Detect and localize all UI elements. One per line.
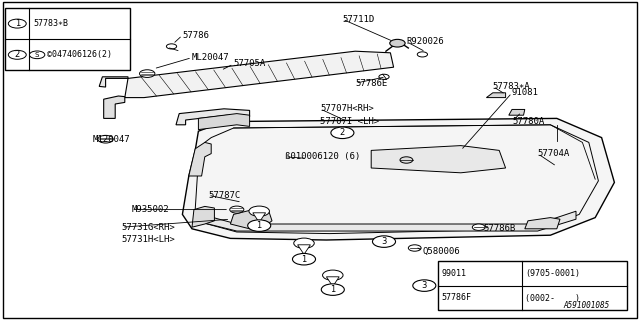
Text: ©047406126(2): ©047406126(2)	[47, 50, 112, 59]
Text: 57783∗A: 57783∗A	[493, 82, 531, 91]
Text: 3: 3	[422, 281, 427, 290]
Polygon shape	[176, 109, 250, 125]
Polygon shape	[104, 96, 125, 118]
Text: 57711D: 57711D	[342, 15, 374, 24]
Text: (0002-    ): (0002- )	[525, 293, 580, 302]
Bar	[438, 261, 627, 310]
Circle shape	[472, 224, 485, 230]
Circle shape	[390, 39, 405, 47]
Polygon shape	[99, 77, 128, 87]
Text: M935002: M935002	[131, 205, 169, 214]
Text: M120047: M120047	[93, 135, 131, 144]
Circle shape	[166, 44, 177, 49]
Polygon shape	[125, 51, 394, 98]
Bar	[5, 8, 130, 70]
Text: 91081: 91081	[512, 88, 539, 97]
Circle shape	[321, 284, 344, 295]
Text: 57786E: 57786E	[355, 79, 387, 88]
Polygon shape	[189, 142, 211, 176]
Polygon shape	[298, 245, 310, 254]
Polygon shape	[230, 210, 272, 229]
Circle shape	[230, 206, 244, 213]
Text: 57704A: 57704A	[538, 149, 570, 158]
Circle shape	[340, 128, 351, 134]
Text: 57783∗B: 57783∗B	[33, 19, 68, 28]
Polygon shape	[198, 114, 250, 130]
Text: 57731G<RH>: 57731G<RH>	[122, 223, 175, 232]
Polygon shape	[202, 211, 576, 231]
Circle shape	[413, 280, 436, 291]
Text: 2: 2	[15, 50, 20, 59]
Text: 1: 1	[301, 255, 307, 264]
Circle shape	[29, 51, 45, 59]
Circle shape	[323, 270, 343, 280]
Polygon shape	[182, 118, 614, 240]
Circle shape	[379, 74, 389, 79]
Circle shape	[408, 245, 421, 251]
Text: 57705A: 57705A	[234, 60, 266, 68]
Polygon shape	[192, 206, 214, 227]
Text: 57786F: 57786F	[442, 293, 472, 302]
Text: 57786: 57786	[182, 31, 209, 40]
Polygon shape	[525, 218, 560, 229]
Circle shape	[248, 220, 271, 231]
Text: 1: 1	[257, 221, 262, 230]
Circle shape	[294, 238, 314, 248]
Text: 57731H<LH>: 57731H<LH>	[122, 236, 175, 244]
Circle shape	[8, 50, 26, 59]
Text: 1: 1	[15, 19, 20, 28]
Text: 3: 3	[381, 237, 387, 246]
Polygon shape	[253, 213, 266, 222]
Polygon shape	[371, 146, 506, 173]
Circle shape	[400, 157, 413, 163]
Polygon shape	[509, 109, 525, 115]
Circle shape	[249, 206, 269, 216]
Circle shape	[372, 236, 396, 247]
Text: ML20047: ML20047	[192, 53, 230, 62]
Text: 57786B: 57786B	[483, 224, 515, 233]
Text: Q580006: Q580006	[422, 247, 460, 256]
Text: 57787C: 57787C	[208, 191, 240, 200]
Text: R920026: R920026	[406, 37, 444, 46]
Circle shape	[98, 135, 113, 143]
Text: 57707H<RH>: 57707H<RH>	[320, 104, 374, 113]
Circle shape	[417, 52, 428, 57]
Text: ß010006120 (6): ß010006120 (6)	[285, 152, 360, 161]
Circle shape	[140, 70, 155, 77]
Circle shape	[331, 127, 354, 139]
Text: 2: 2	[340, 128, 345, 137]
Circle shape	[292, 253, 316, 265]
Polygon shape	[486, 93, 506, 98]
Text: A591001085: A591001085	[563, 301, 609, 310]
Circle shape	[8, 19, 26, 28]
Text: 1: 1	[330, 285, 335, 294]
Text: 57780A: 57780A	[512, 117, 544, 126]
Text: 99011: 99011	[442, 269, 467, 278]
Polygon shape	[326, 277, 339, 286]
Text: (9705-0001): (9705-0001)	[525, 269, 580, 278]
Text: 57707I <LH>: 57707I <LH>	[320, 117, 379, 126]
Text: S: S	[35, 52, 39, 58]
